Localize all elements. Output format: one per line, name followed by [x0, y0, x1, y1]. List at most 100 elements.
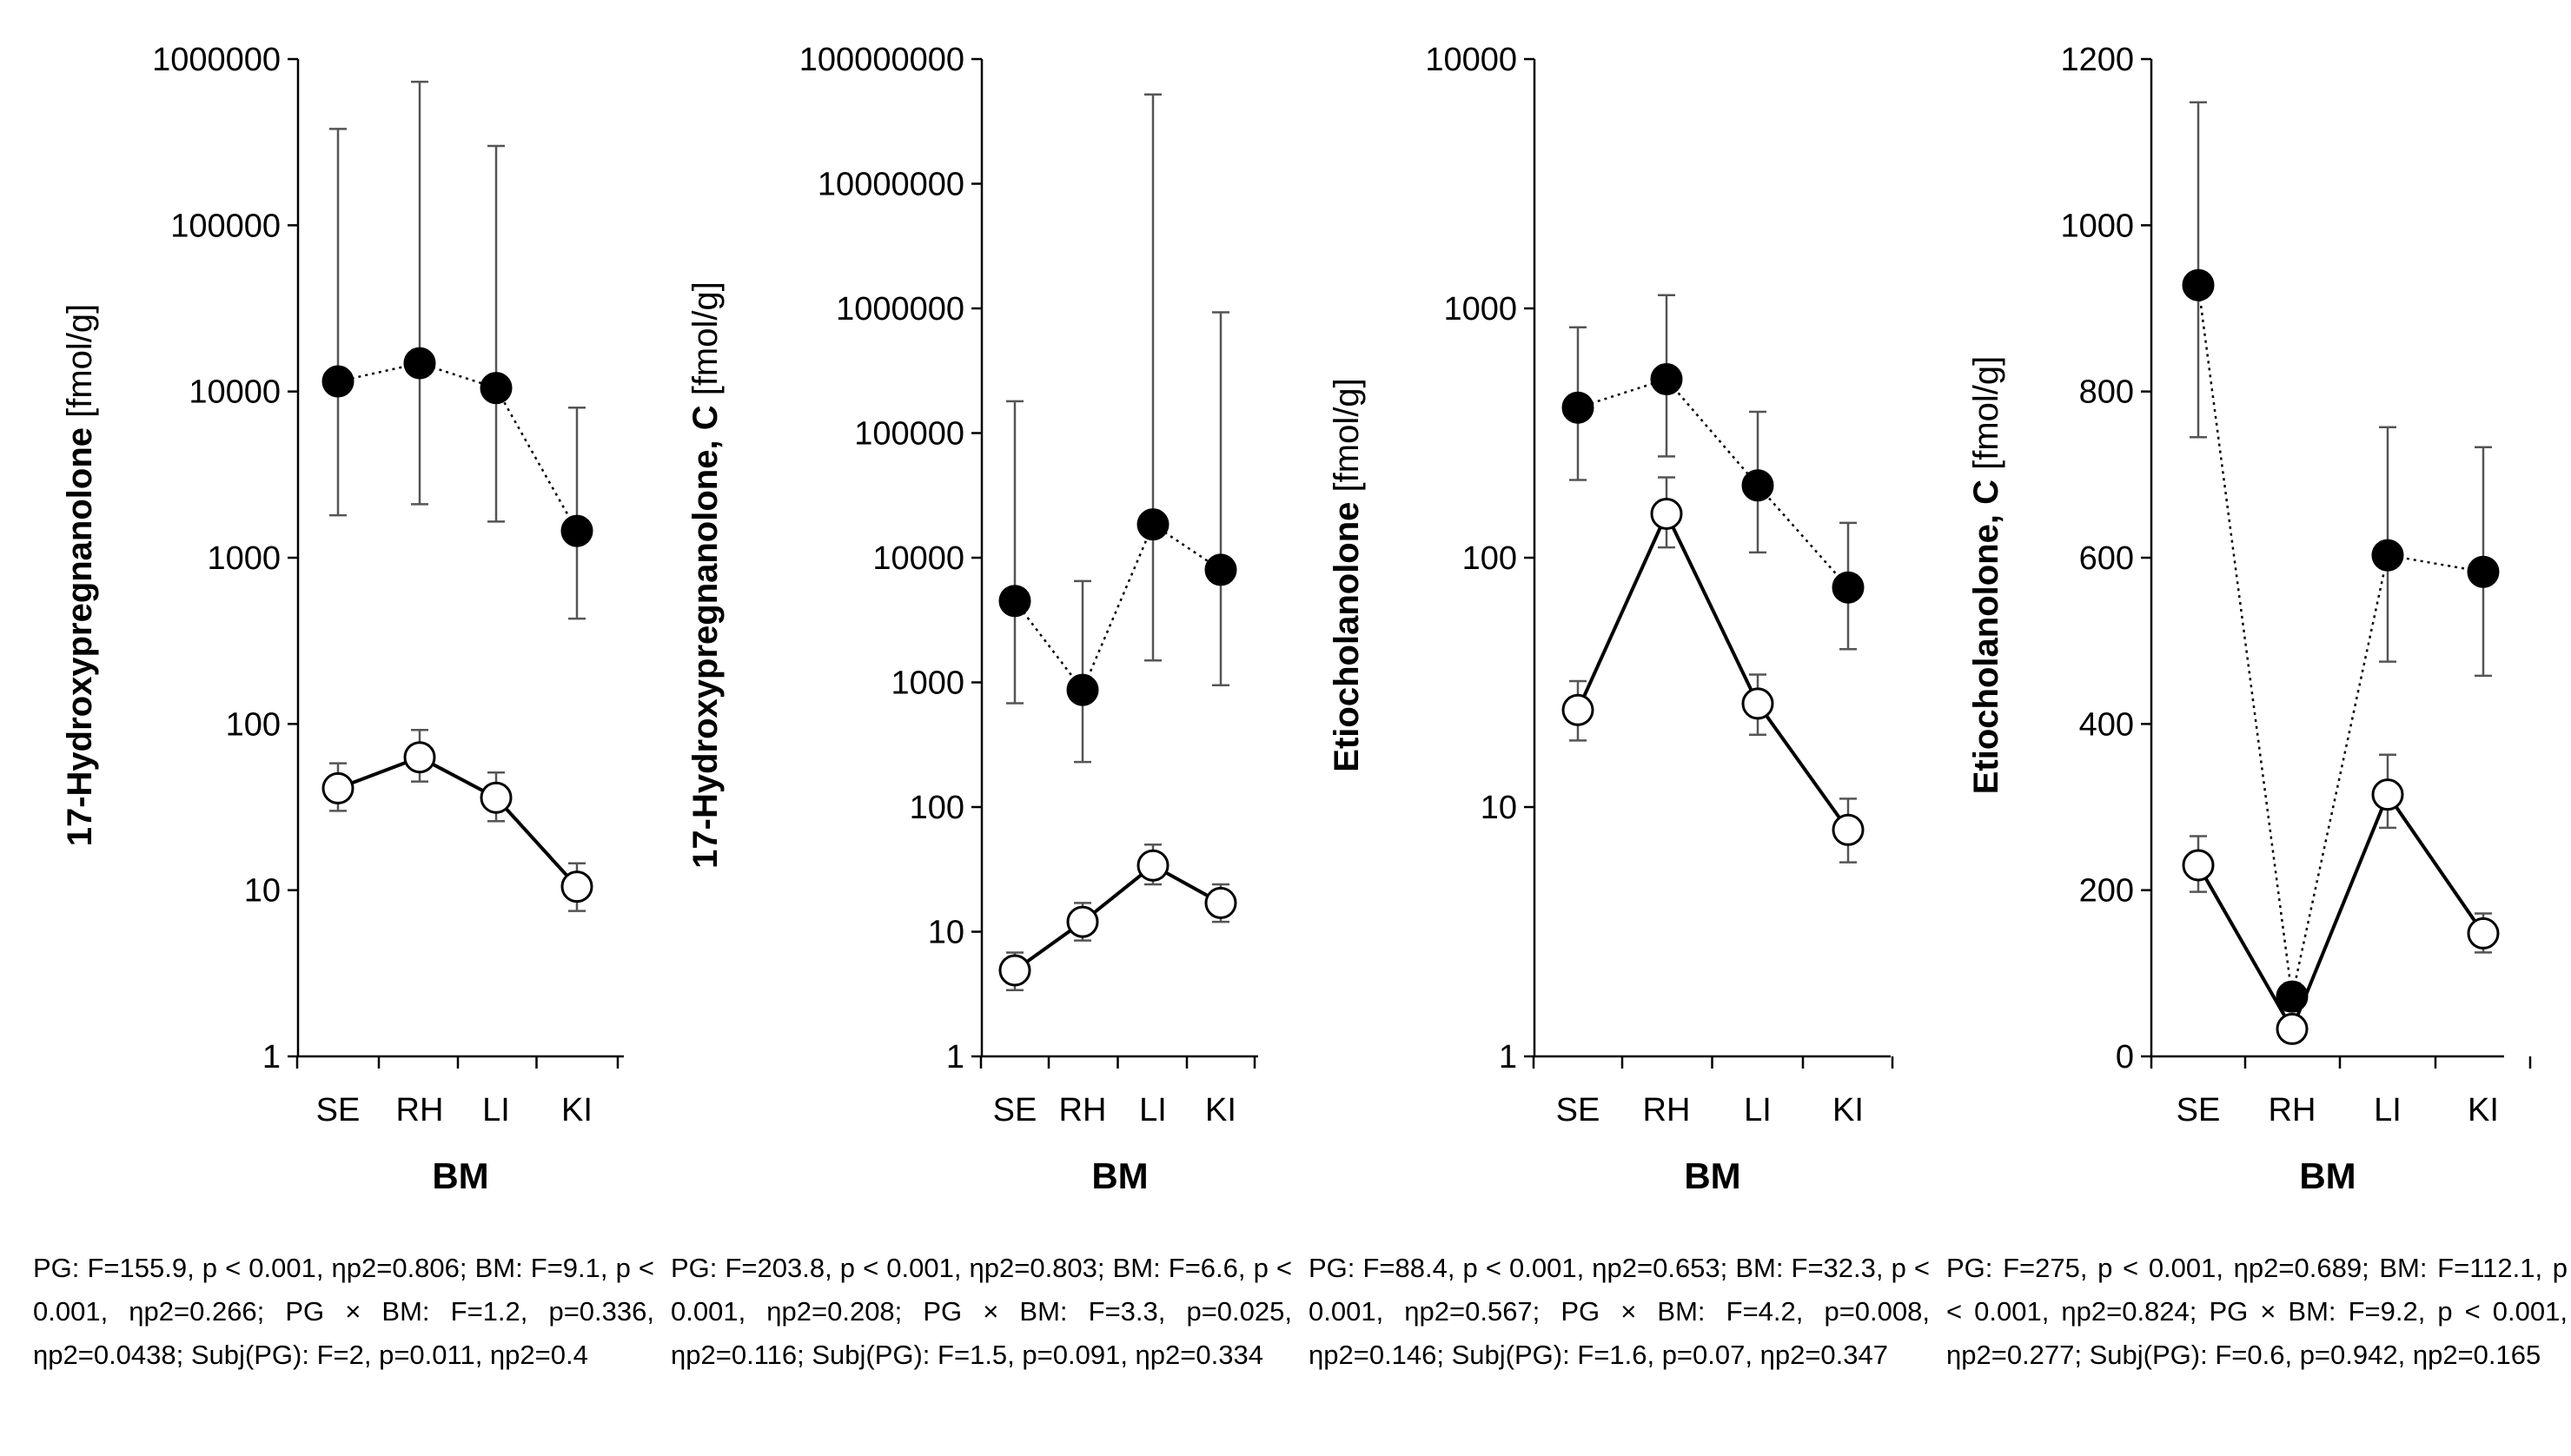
series-line-open — [1013, 863, 1222, 972]
y-tick-label: 1000 — [1443, 291, 1517, 328]
x-tick-label: LI — [2374, 1092, 2402, 1128]
marker-filled — [1832, 571, 1865, 604]
marker-open — [2276, 1012, 2309, 1045]
y-tick-label: 10000 — [1425, 42, 1517, 78]
y-tick-label: 10 — [928, 915, 964, 951]
marker-filled — [560, 514, 593, 547]
marker-open — [403, 741, 436, 774]
x-tick-label: SE — [316, 1092, 361, 1128]
y-axis-title-main: 17-Hydroxypregnanolone — [61, 418, 99, 846]
series-line-filled — [1014, 522, 1222, 692]
x-tick-label: KI — [561, 1092, 593, 1128]
x-axis-title: BM — [1091, 1155, 1148, 1196]
marker-open — [1204, 886, 1237, 919]
y-axis-title-unit: [fmol/g] — [61, 304, 99, 418]
marker-filled — [403, 347, 436, 380]
marker-filled — [2182, 268, 2215, 301]
y-tick-label: 100000 — [170, 208, 281, 244]
y-tick-label: 10 — [1481, 790, 1517, 826]
marker-filled — [1204, 553, 1237, 586]
y-tick-label: 1 — [262, 1039, 281, 1075]
marker-open — [2467, 917, 2500, 950]
marker-open — [1832, 813, 1865, 846]
x-tick-label: SE — [2177, 1092, 2221, 1128]
y-axis-title: Etiocholanolone [fmol/g] — [1328, 378, 1366, 771]
y-tick-label: 1000 — [891, 665, 964, 702]
y-axis-title: 17-Hydroxypregnanolone, C [fmol/g] — [686, 281, 725, 869]
stats-caption-2: PG: F=203.8, p < 0.001, ηp2=0.803; BM: F… — [671, 1253, 1292, 1370]
series-line-filled — [337, 361, 579, 532]
y-axis-title-unit: [fmol/g] — [1967, 356, 2005, 470]
y-tick-label: 100 — [226, 706, 281, 743]
marker-filled — [1741, 469, 1774, 502]
stats-caption-4: PG: F=275, p < 0.001, ηp2=0.689; BM: F=1… — [1946, 1253, 2568, 1370]
marker-filled — [1066, 673, 1099, 706]
x-tick-label: SE — [1556, 1092, 1600, 1128]
x-axis-title: BM — [2299, 1155, 2356, 1196]
marker-filled — [1136, 508, 1170, 541]
marker-open — [480, 781, 513, 814]
y-tick-label: 1200 — [2060, 42, 2134, 78]
y-tick-label: 1 — [1499, 1039, 1517, 1075]
marker-open — [1741, 687, 1774, 720]
marker-open — [560, 870, 593, 903]
x-tick-label: KI — [1205, 1092, 1236, 1128]
marker-open — [2371, 778, 2404, 811]
y-tick-label: 100000 — [854, 416, 964, 453]
x-tick-label: LI — [1744, 1092, 1772, 1128]
y-tick-label: 200 — [2079, 873, 2134, 910]
x-tick-label: KI — [2468, 1092, 2499, 1128]
x-axis-title: BM — [432, 1155, 488, 1196]
y-tick-label: 10000 — [872, 540, 964, 577]
y-axis-title: 17-Hydroxypregnanolone [fmol/g] — [61, 304, 99, 847]
marker-filled — [1650, 363, 1683, 396]
marker-open — [1561, 693, 1594, 726]
stats-caption-1: PG: F=155.9, p < 0.001, ηp2=0.806; BM: F… — [33, 1253, 654, 1370]
series-line-open — [1576, 509, 1850, 831]
x-tick-label: LI — [482, 1092, 510, 1128]
y-tick-label: 10 — [244, 873, 281, 910]
series-line-filled — [1577, 378, 1849, 589]
y-tick-label: 600 — [2079, 540, 2134, 577]
y-tick-label: 800 — [2079, 374, 2134, 411]
series-line-open — [2197, 791, 2485, 1033]
x-tick-label: RH — [1059, 1092, 1107, 1128]
y-tick-label: 100 — [1462, 540, 1517, 577]
marker-filled — [998, 585, 1031, 618]
x-tick-label: SE — [993, 1092, 1037, 1128]
y-tick-label: 10000000 — [818, 167, 964, 203]
y-tick-label: 0 — [2116, 1039, 2134, 1075]
y-tick-label: 400 — [2079, 706, 2134, 743]
y-tick-label: 1000000 — [152, 42, 281, 78]
x-tick-label: KI — [1832, 1092, 1864, 1128]
x-tick-label: RH — [1643, 1092, 1691, 1128]
marker-open — [998, 954, 1031, 987]
y-tick-label: 100 — [910, 790, 964, 826]
marker-filled — [2371, 539, 2404, 572]
marker-open — [1136, 849, 1170, 882]
y-tick-label: 10000 — [189, 374, 281, 411]
marker-filled — [480, 372, 513, 405]
y-tick-label: 1000 — [207, 540, 281, 577]
marker-open — [321, 771, 355, 804]
stats-caption-3: PG: F=88.4, p < 0.001, ηp2=0.653; BM: F=… — [1309, 1253, 1930, 1370]
y-tick-label: 1 — [946, 1039, 964, 1075]
y-tick-label: 1000000 — [836, 291, 964, 328]
y-axis-title: Etiocholanolone, C [fmol/g] — [1967, 356, 2005, 795]
y-axis-title-unit: [fmol/g] — [686, 281, 725, 395]
x-tick-label: RH — [396, 1092, 444, 1128]
series-line-filled — [2197, 285, 2484, 997]
y-axis-title-unit: [fmol/g] — [1328, 378, 1366, 492]
series-line-open — [337, 755, 579, 888]
marker-filled — [2467, 555, 2500, 588]
x-tick-label: LI — [1139, 1092, 1167, 1128]
marker-filled — [321, 365, 355, 398]
marker-open — [1066, 905, 1099, 938]
marker-open — [2182, 849, 2215, 882]
y-axis-title-main: Etiocholanolone, C — [1967, 470, 2005, 794]
marker-filled — [1561, 391, 1594, 424]
y-axis-title-main: Etiocholanolone — [1328, 492, 1366, 771]
marker-open — [1650, 497, 1683, 530]
x-tick-label: RH — [2269, 1092, 2316, 1128]
